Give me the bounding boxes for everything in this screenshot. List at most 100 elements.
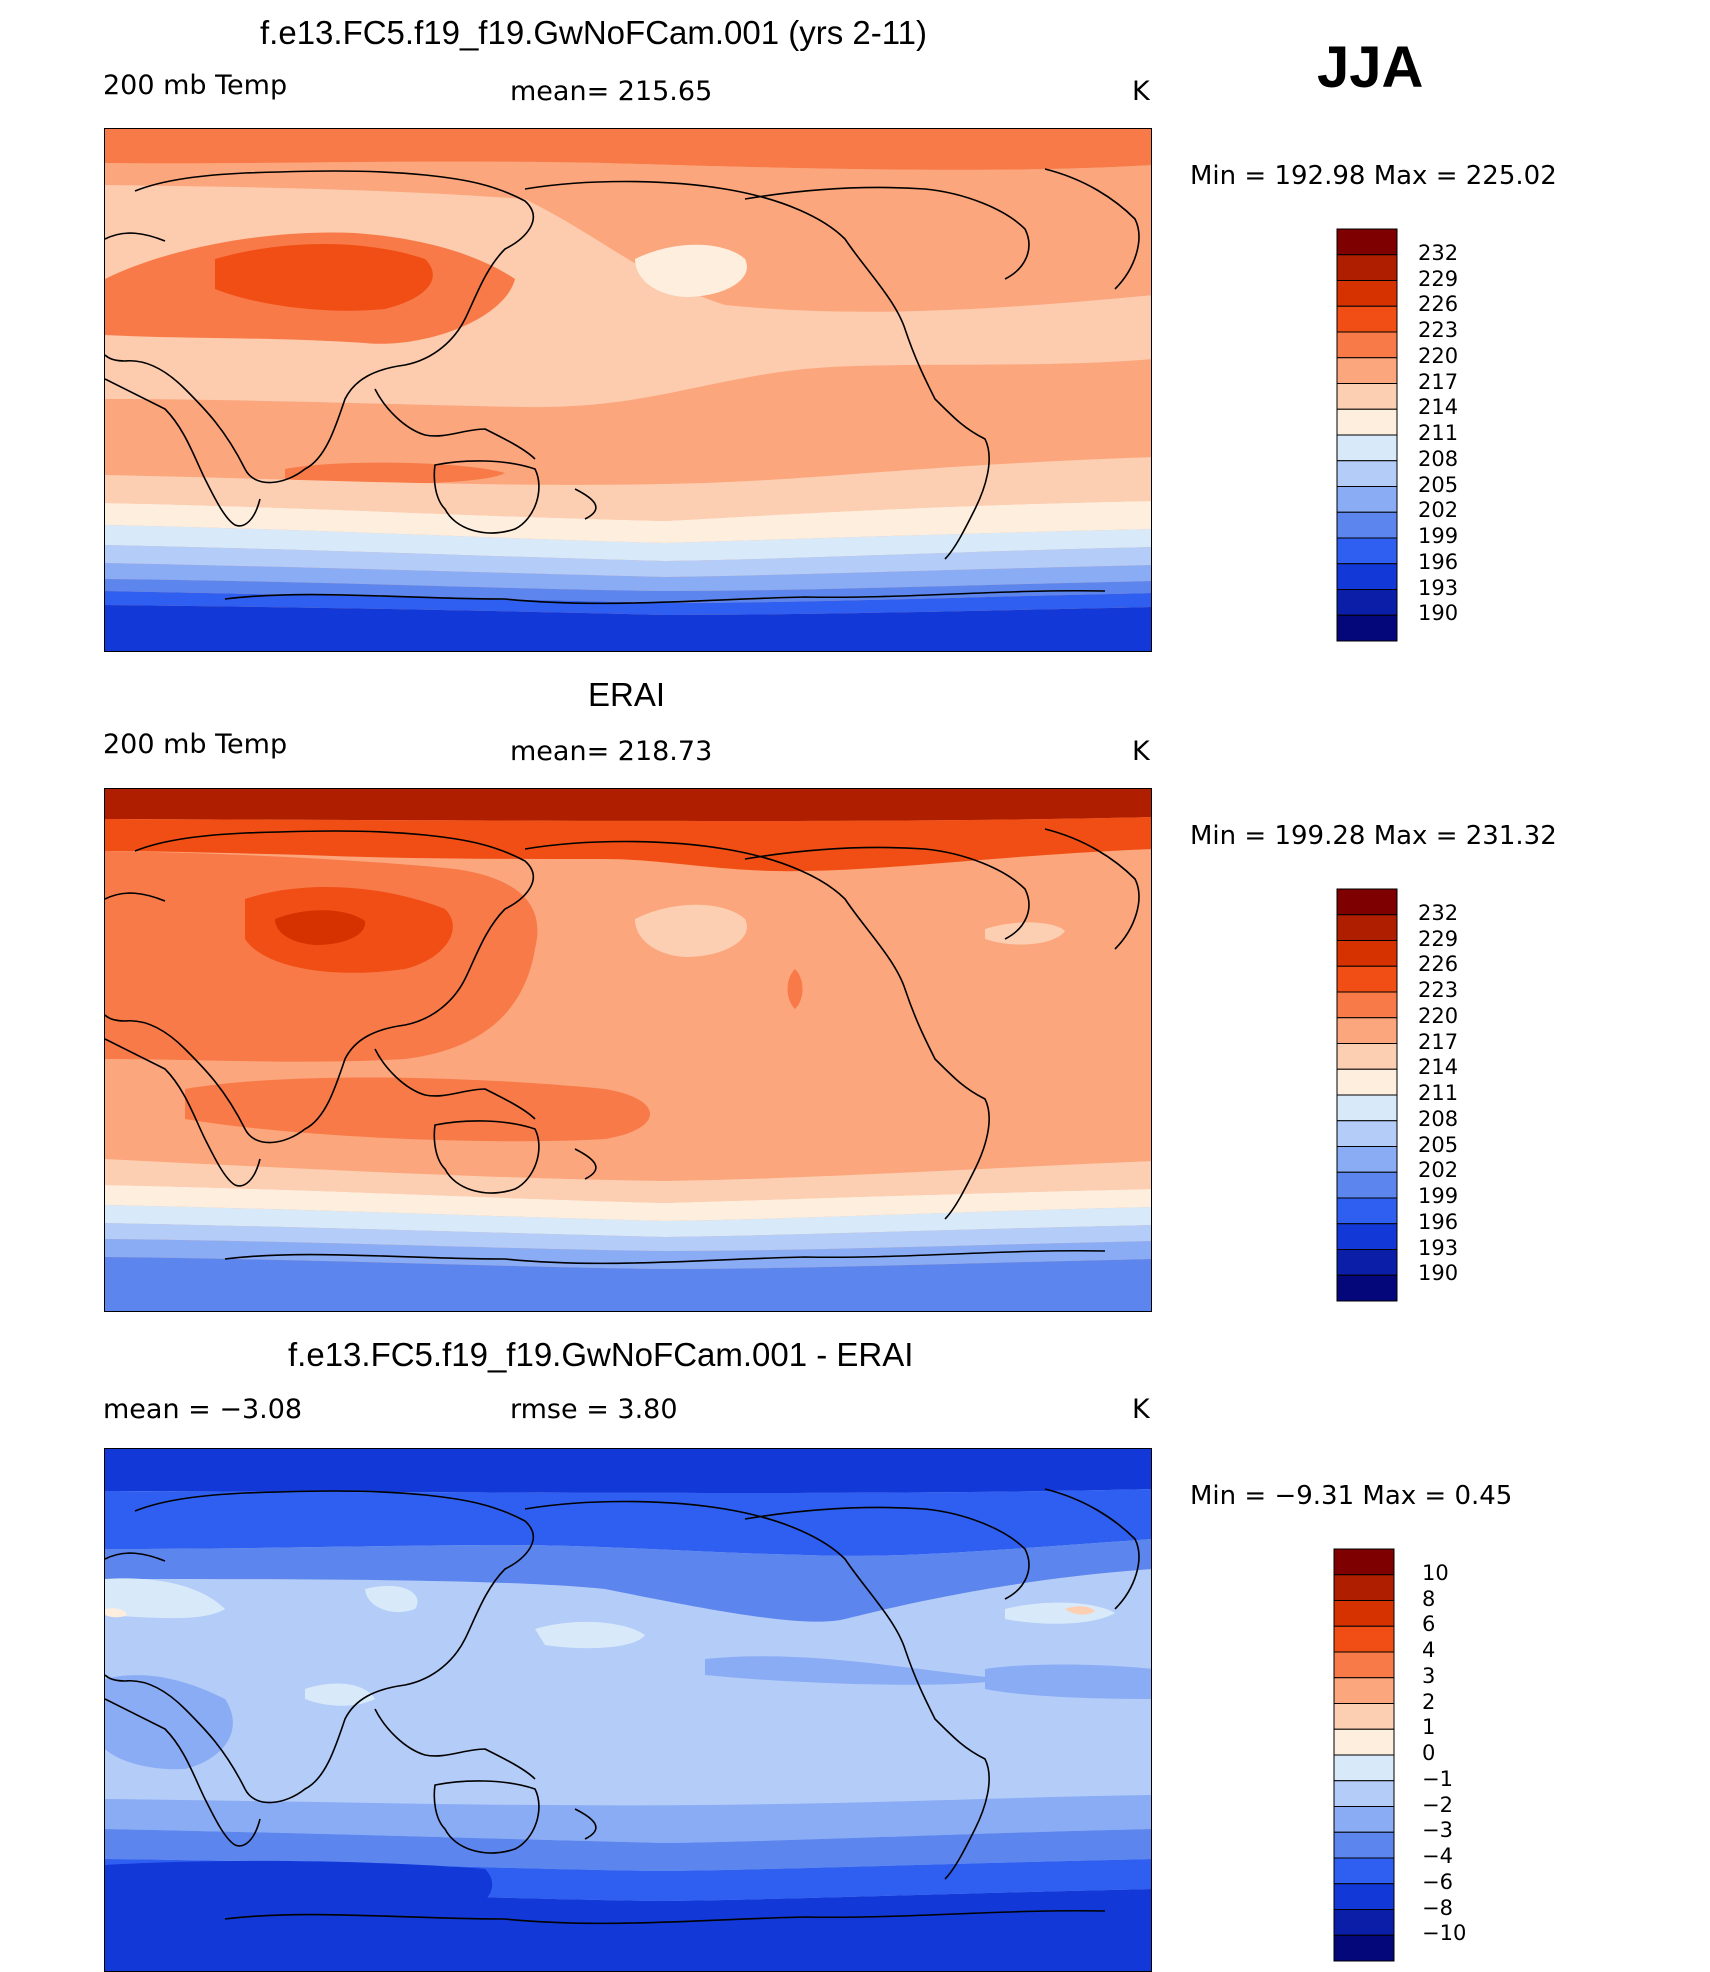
colorbar-bin [1336, 589, 1398, 616]
colorbar-tick-label: 205 [1418, 1132, 1459, 1157]
colorbar-tick-label: 6 [1422, 1612, 1436, 1637]
colorbar-tick-label: 232 [1418, 240, 1459, 265]
panel1-title: f.e13.FC5.f19_f19.GwNoFCam.001 (yrs 2-11… [260, 14, 927, 51]
panel3-mean-label: mean = −3.08 [103, 1394, 303, 1425]
colorbar-bin [1333, 1548, 1395, 1576]
panel1-variable-label: 200 mb Temp [103, 70, 288, 101]
colorbar-bin [1333, 1728, 1395, 1756]
colorbar-tick-label: −1 [1422, 1766, 1453, 1791]
colorbar-tick-label: 0 [1422, 1741, 1436, 1765]
colorbar-bin [1336, 228, 1398, 256]
colorbar-tick-label: 199 [1418, 524, 1459, 548]
colorbar-bin [1333, 1574, 1395, 1601]
colorbar-bin [1336, 940, 1398, 967]
colorbar-bin [1336, 563, 1398, 590]
panel2-variable-label: 200 mb Temp [103, 729, 288, 760]
colorbar-bin [1336, 1146, 1398, 1173]
colorbar-tick-label: 10 [1422, 1560, 1449, 1585]
colorbar-bin [1333, 1883, 1395, 1910]
colorbar-bin [1333, 1934, 1395, 1962]
colorbar-bin [1336, 1094, 1398, 1122]
colorbar-tick-label: 199 [1418, 1184, 1459, 1208]
colorbar-bin [1336, 1197, 1398, 1225]
colorbar-difference [1333, 1548, 1395, 1962]
colorbar-bin [1333, 1857, 1395, 1885]
colorbar-bin [1333, 1703, 1395, 1730]
panel3-units-label: K [1132, 1394, 1150, 1425]
panel3-rmse-label: rmse = 3.80 [510, 1394, 678, 1425]
colorbar-tick-label: 202 [1418, 498, 1459, 523]
colorbar-tick-label: 193 [1418, 1235, 1459, 1260]
panel2-title: ERAI [588, 676, 666, 713]
colorbar-model [1336, 228, 1398, 642]
colorbar-bin [1333, 1780, 1395, 1807]
colorbar-tick-label: −3 [1422, 1818, 1453, 1843]
colorbar-tick-label: 226 [1418, 292, 1459, 317]
colorbar-bin [1333, 1754, 1395, 1782]
colorbar-tick-label: 208 [1418, 1106, 1459, 1131]
colorbar-bin [1336, 357, 1398, 384]
colorbar-tick-label: 196 [1418, 1209, 1459, 1234]
colorbar-tick-label: 214 [1418, 1055, 1459, 1080]
colorbar-tick-label: 4 [1422, 1638, 1436, 1662]
colorbar-bin [1336, 1249, 1398, 1276]
colorbar-bin [1336, 537, 1398, 565]
colorbar-bin [1336, 614, 1398, 642]
panel2-mean-label: mean= 218.73 [510, 736, 713, 767]
colorbar-bin [1333, 1909, 1395, 1936]
colorbar-tick-label: 232 [1418, 900, 1459, 925]
colorbar-bin [1336, 408, 1398, 436]
colorbar-tick-label: 220 [1418, 343, 1459, 368]
colorbar-bin [1336, 254, 1398, 281]
panel1-mean-label: mean= 215.65 [510, 76, 713, 107]
colorbar-bin [1336, 1017, 1398, 1044]
colorbar-bin [1336, 1274, 1398, 1302]
colorbar-bin [1333, 1625, 1395, 1653]
colorbar-tick-label: 214 [1418, 395, 1459, 420]
coastlines [105, 1488, 1140, 1925]
map-panel-erai [104, 788, 1152, 1312]
colorbar-tick-label: 2 [1422, 1689, 1436, 1714]
colorbar-bin [1336, 460, 1398, 487]
colorbar-bin [1336, 888, 1398, 916]
colorbar-bin [1336, 383, 1398, 410]
map-panel-model [104, 128, 1152, 652]
colorbar-bin [1336, 1171, 1398, 1199]
colorbar-tick-label: 217 [1418, 1029, 1459, 1054]
colorbar-tick-label: 193 [1418, 575, 1459, 600]
colorbar-bin [1336, 914, 1398, 941]
colorbar-bin [1336, 1043, 1398, 1070]
colorbar-bin [1336, 1068, 1398, 1096]
colorbar-bin [1333, 1806, 1395, 1833]
colorbar-bin [1336, 305, 1398, 333]
colorbar-tick-label: 190 [1418, 1261, 1459, 1286]
colorbar-bin [1336, 486, 1398, 513]
colorbar-bin [1333, 1600, 1395, 1627]
colorbar-bin [1336, 434, 1398, 462]
colorbar-tick-label: −6 [1422, 1869, 1453, 1894]
colorbar-tick-label: 8 [1422, 1586, 1436, 1611]
coastlines [105, 168, 1140, 605]
colorbar-tick-label: 205 [1418, 472, 1459, 497]
colorbar-tick-label: 226 [1418, 952, 1459, 977]
colorbar-tick-label: 190 [1418, 601, 1459, 626]
coastlines [105, 828, 1140, 1265]
colorbar-tick-label: 202 [1418, 1158, 1459, 1183]
colorbar-tick-label: 1 [1422, 1715, 1436, 1740]
panel3-title: f.e13.FC5.f19_f19.GwNoFCam.001 - ERAI [288, 1336, 914, 1373]
colorbar-tick-label: 208 [1418, 446, 1459, 471]
colorbar-tick-label: 229 [1418, 266, 1459, 291]
colorbar-tick-label: 223 [1418, 978, 1459, 1002]
colorbar-tick-label: 220 [1418, 1003, 1459, 1028]
colorbar-tick-label: −4 [1422, 1844, 1453, 1868]
panel1-minmax: Min = 192.98 Max = 225.02 [1190, 161, 1557, 191]
colorbar-tick-label: −10 [1422, 1921, 1467, 1946]
colorbar-bin [1333, 1677, 1395, 1704]
colorbar-tick-label: −8 [1422, 1895, 1453, 1920]
colorbar-bin [1336, 511, 1398, 539]
season-label: JJA [1317, 35, 1424, 100]
colorbar-tick-label: 196 [1418, 549, 1459, 574]
colorbar-bin [1333, 1651, 1395, 1679]
colorbar-bin [1336, 280, 1398, 307]
colorbar-tick-label: 229 [1418, 926, 1459, 951]
